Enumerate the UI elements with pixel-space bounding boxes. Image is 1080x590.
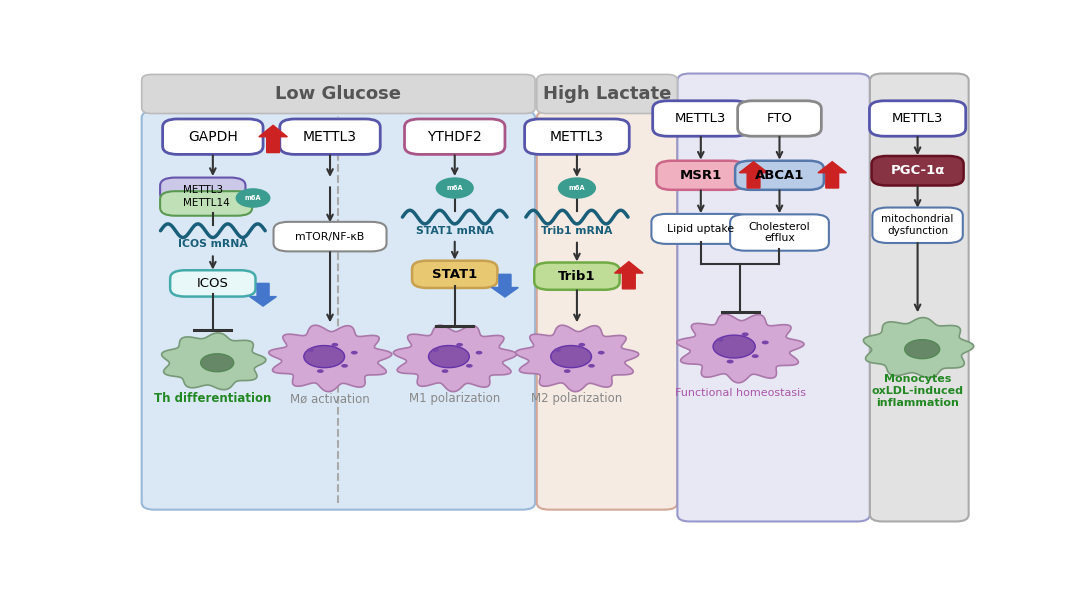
Circle shape [456,343,463,346]
Text: High Lactate: High Lactate [543,85,672,103]
Circle shape [351,351,357,355]
Text: METTL3: METTL3 [303,130,357,144]
Polygon shape [249,283,276,306]
Polygon shape [162,333,266,389]
FancyBboxPatch shape [738,101,821,136]
Text: Low Glucose: Low Glucose [275,85,402,103]
FancyBboxPatch shape [537,74,677,113]
Polygon shape [259,125,287,153]
FancyBboxPatch shape [273,222,387,251]
Circle shape [905,340,940,359]
FancyBboxPatch shape [735,160,824,190]
FancyBboxPatch shape [280,119,380,155]
Circle shape [558,178,595,198]
Text: M1 polarization: M1 polarization [409,392,500,405]
FancyBboxPatch shape [869,101,966,136]
Polygon shape [491,274,518,297]
Polygon shape [393,325,516,392]
Circle shape [716,338,724,342]
Text: m6A: m6A [569,185,585,191]
Circle shape [341,364,348,368]
Circle shape [742,332,748,336]
FancyBboxPatch shape [405,119,505,155]
Polygon shape [615,261,643,289]
Polygon shape [818,162,847,188]
Circle shape [589,364,595,368]
Text: METTL3: METTL3 [675,112,727,125]
Circle shape [551,346,592,368]
Text: PGC-1α: PGC-1α [890,164,945,177]
Text: Lipid uptake: Lipid uptake [667,224,734,234]
Circle shape [713,335,755,358]
FancyBboxPatch shape [525,119,630,155]
Text: Cholesterol
efflux: Cholesterol efflux [748,222,810,243]
Text: GAPDH: GAPDH [188,130,238,144]
Text: m6A: m6A [446,185,463,191]
Text: MSR1: MSR1 [679,169,721,182]
FancyBboxPatch shape [872,156,963,185]
FancyBboxPatch shape [730,214,828,251]
Text: Th differentiation: Th differentiation [154,392,271,405]
FancyBboxPatch shape [535,263,620,290]
Circle shape [237,189,270,207]
Text: mTOR/NF-κB: mTOR/NF-κB [296,232,365,242]
FancyBboxPatch shape [657,160,745,190]
Circle shape [475,351,483,355]
Text: Functional homeostasis: Functional homeostasis [675,388,806,398]
Text: METTL3: METTL3 [892,112,943,125]
Circle shape [307,348,314,352]
Text: m6A: m6A [245,195,261,201]
Text: ABCA1: ABCA1 [755,169,805,182]
Text: M2 polarization: M2 polarization [531,392,622,405]
Text: ICOS mRNA: ICOS mRNA [178,240,247,250]
Circle shape [752,354,759,358]
Polygon shape [269,325,392,392]
Circle shape [442,369,448,373]
Text: ICOS: ICOS [197,277,229,290]
Circle shape [761,340,769,345]
Text: METTL14: METTL14 [183,198,230,208]
FancyBboxPatch shape [651,214,751,244]
Polygon shape [677,314,804,383]
FancyBboxPatch shape [160,191,253,216]
Circle shape [579,343,585,346]
Text: Trib1 mRNA: Trib1 mRNA [541,226,612,236]
FancyBboxPatch shape [413,261,498,288]
Circle shape [316,369,324,373]
FancyBboxPatch shape [652,101,748,136]
Circle shape [332,343,338,346]
FancyBboxPatch shape [141,111,535,510]
Circle shape [554,348,561,352]
Circle shape [436,178,473,198]
FancyBboxPatch shape [537,111,677,510]
Circle shape [564,369,570,373]
Text: STAT1: STAT1 [432,268,477,281]
FancyBboxPatch shape [171,270,256,297]
Text: mitochondrial
dysfunction: mitochondrial dysfunction [881,214,954,236]
Polygon shape [863,317,974,378]
Text: METTL3: METTL3 [550,130,604,144]
FancyBboxPatch shape [141,74,535,113]
FancyBboxPatch shape [677,74,869,522]
Circle shape [303,346,345,368]
FancyBboxPatch shape [160,178,245,202]
FancyBboxPatch shape [869,74,969,522]
FancyBboxPatch shape [163,119,264,155]
Circle shape [465,364,473,368]
Circle shape [432,348,438,352]
Text: FTO: FTO [767,112,793,125]
Circle shape [727,360,733,363]
Polygon shape [515,325,638,392]
Text: METTL3: METTL3 [183,185,222,195]
Text: STAT1 mRNA: STAT1 mRNA [416,226,494,236]
Circle shape [598,351,605,355]
Polygon shape [740,162,768,188]
Circle shape [201,354,233,372]
Circle shape [429,346,470,368]
Text: Monocytes
oxLDL-induced
inflammation: Monocytes oxLDL-induced inflammation [872,373,963,408]
Text: Mø activation: Mø activation [291,392,369,405]
Text: Trib1: Trib1 [558,270,596,283]
FancyBboxPatch shape [873,208,962,243]
Text: YTHDF2: YTHDF2 [428,130,482,144]
